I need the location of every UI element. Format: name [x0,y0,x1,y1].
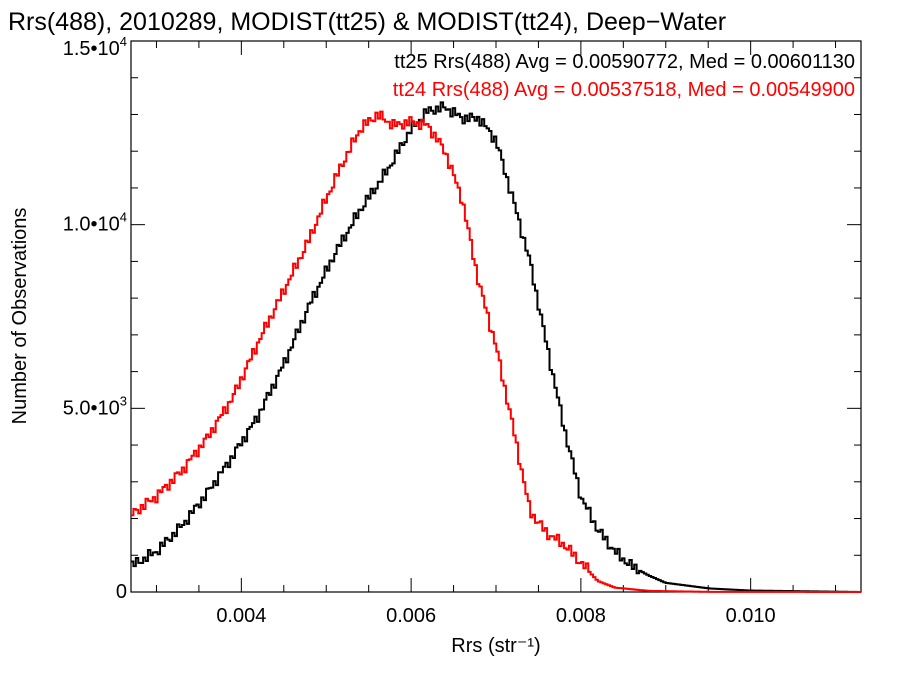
legend-entry-tt24: tt24 Rrs(488) Avg = 0.00537518, Med = 0.… [393,79,855,101]
x-axis-label: Rrs (str⁻¹) [451,635,540,657]
y-tick-label: 0 [116,581,127,603]
x-tick-label: 0.004 [216,605,266,627]
chart-title: Rrs(488), 2010289, MODIST(tt25) & MODIST… [8,8,726,36]
y-tick-label: 1.0•104 [63,210,127,236]
series-line-tt24 [131,110,861,593]
series-line-tt25 [131,101,861,593]
y-axis: 0 5.0•103 1.0•104 1.5•104 [63,34,861,603]
y-tick-label: 1.5•104 [63,34,127,60]
x-tick-label: 0.006 [386,605,436,627]
legend-entry-tt25: tt25 Rrs(488) Avg = 0.00590772, Med = 0.… [394,51,855,73]
x-tick-label: 0.010 [726,605,776,627]
y-axis-label: Number of Observations [9,208,31,425]
x-tick-label: 0.008 [556,605,606,627]
series-layer [131,101,861,593]
y-tick-label: 5.0•103 [63,393,127,419]
x-axis: 0.004 0.006 0.008 0.010 [155,41,837,627]
plot-frame [130,40,862,593]
